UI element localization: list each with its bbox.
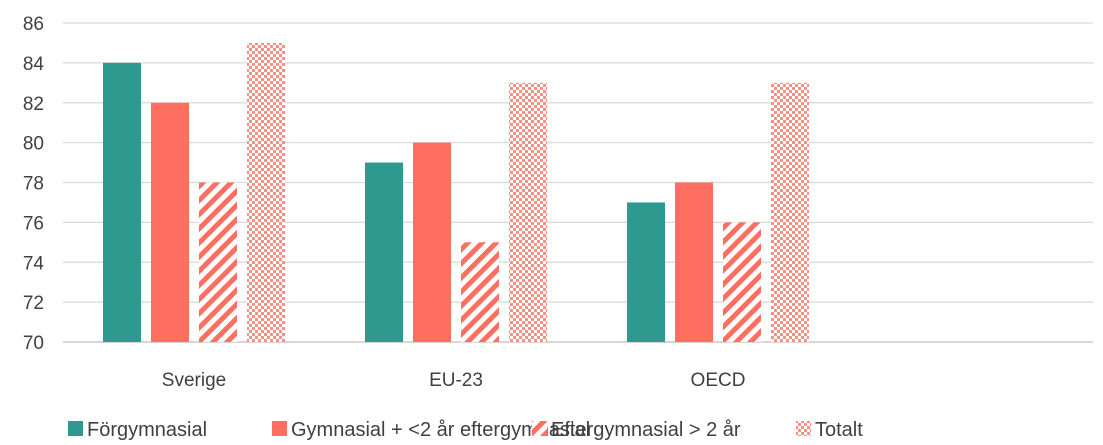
bar-sverige-0 bbox=[103, 62, 141, 342]
legend-label: Eftergymnasial > 2 år bbox=[551, 419, 741, 441]
y-axis-ticks: 70 72 74 76 78 80 82 84 86 bbox=[23, 14, 45, 354]
y-tick-label: 72 bbox=[23, 293, 44, 314]
legend-swatch bbox=[68, 421, 83, 436]
bar-eu-23-3 bbox=[509, 82, 547, 342]
y-tick-label: 70 bbox=[23, 333, 44, 354]
x-category-label: OECD bbox=[691, 370, 746, 391]
y-tick-label: 82 bbox=[23, 94, 44, 115]
y-tick-label: 74 bbox=[23, 253, 45, 274]
legend-swatch bbox=[796, 421, 811, 436]
y-tick-label: 86 bbox=[23, 14, 44, 35]
legend-swatch bbox=[272, 421, 287, 436]
y-tick-label: 84 bbox=[23, 54, 45, 75]
legend-label: Totalt bbox=[815, 419, 863, 441]
bar-sverige-3 bbox=[247, 42, 285, 342]
y-tick-label: 76 bbox=[23, 213, 44, 234]
x-category-label: Sverige bbox=[162, 370, 226, 391]
legend-label: Förgymnasial bbox=[87, 419, 207, 441]
legend-swatch bbox=[532, 421, 547, 436]
x-axis-categories: Sverige EU-23 OECD bbox=[162, 370, 746, 391]
x-category-label: EU-23 bbox=[429, 370, 483, 391]
bar-eu-23-1 bbox=[413, 142, 451, 342]
bar-eu-23-0 bbox=[365, 162, 403, 342]
bar-oecd-3 bbox=[771, 82, 809, 342]
bar-oecd-0 bbox=[627, 202, 665, 342]
y-tick-label: 80 bbox=[23, 134, 44, 155]
bar-sverige-2 bbox=[199, 182, 237, 342]
y-tick-label: 78 bbox=[23, 174, 44, 195]
bar-oecd-1 bbox=[675, 182, 713, 342]
bar-eu-23-2 bbox=[461, 242, 499, 342]
bars bbox=[103, 42, 809, 342]
legend: Förgymnasial Gymnasial + <2 år eftergymna… bbox=[68, 419, 863, 441]
legend-label: Gymnasial + <2 år eftergymnasial bbox=[291, 419, 590, 441]
bar-sverige-1 bbox=[151, 102, 189, 342]
bar-oecd-2 bbox=[723, 222, 761, 342]
